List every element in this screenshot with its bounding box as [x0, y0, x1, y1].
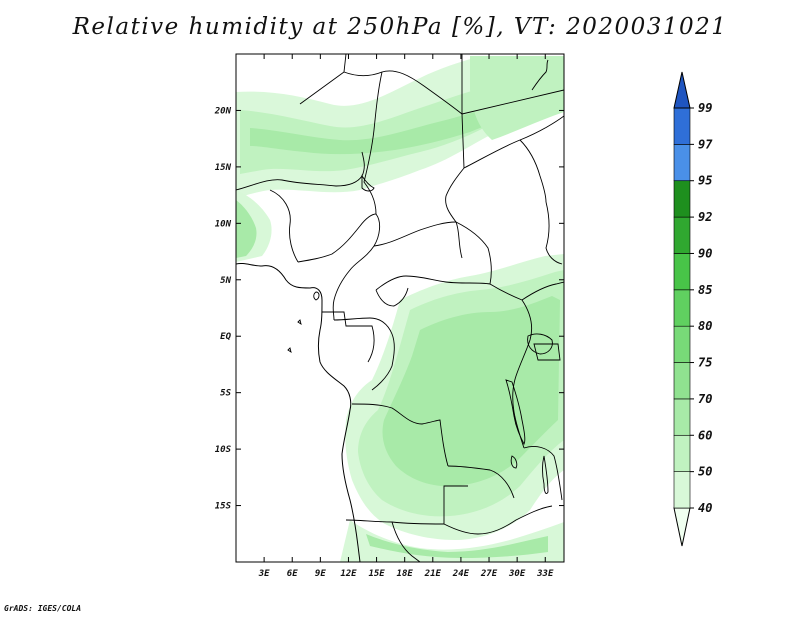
lake-chad	[361, 174, 375, 192]
colorbar-label: 85	[698, 283, 712, 297]
colorbar-label: 80	[698, 319, 712, 333]
colorbar-segment	[673, 289, 691, 327]
lat-tick-label: 10S	[215, 445, 232, 455]
lat-tick-label: 5S	[220, 389, 231, 399]
border-angola-east	[447, 465, 515, 499]
lon-tick-label: 24E	[452, 569, 470, 579]
lake-tanganyika	[505, 379, 526, 446]
longitude-axis: 3E 6E 9E 12E 15E 18E 21E 24E 27E 30E 33E	[258, 54, 554, 579]
island-bioko	[313, 291, 320, 301]
lake-mweru	[510, 455, 518, 469]
lon-tick-label: 12E	[340, 569, 357, 579]
border-drc-east	[489, 283, 533, 449]
border-east-4	[533, 343, 561, 361]
border-gabon	[322, 311, 375, 363]
coastline-west	[236, 262, 361, 562]
lon-tick-label: 15E	[368, 569, 385, 579]
colorbar-arrow-high	[673, 71, 691, 109]
lake-malawi	[542, 455, 549, 495]
border-congo-2	[375, 287, 409, 307]
colorbar-label: 70	[698, 392, 712, 406]
colorbar-label: 95	[698, 174, 712, 188]
lon-tick-label: 30E	[508, 569, 526, 579]
colorbar-segment	[673, 325, 691, 363]
island-annobon	[287, 347, 292, 354]
rh-shade-central-inner	[382, 296, 560, 487]
lon-tick-label: 3E	[258, 569, 270, 579]
border-east-1	[521, 281, 564, 301]
colorbar-segment	[673, 362, 691, 400]
border-egypt	[461, 89, 564, 115]
colorbar-label: 75	[698, 356, 712, 370]
lon-tick-label: 27E	[480, 569, 498, 579]
map-frame	[235, 53, 565, 563]
colorbar-arrow-low	[673, 507, 691, 547]
colorbar-label: 97	[698, 137, 713, 151]
lat-tick-label: 15S	[215, 502, 232, 512]
chart-title: Relative humidity at 250hPa [%], VT: 202…	[72, 14, 728, 40]
border-namibia	[391, 521, 421, 562]
lake-victoria	[527, 333, 553, 355]
colorbar-label: 50	[698, 465, 712, 479]
colorbar-label: 60	[698, 428, 712, 442]
colorbar-segment	[673, 180, 691, 218]
colorbar-segment	[673, 253, 691, 291]
rh-shade-west-strip	[236, 200, 257, 258]
border-car-south	[375, 275, 491, 291]
border-congo	[333, 317, 395, 391]
lon-tick-label: 18E	[397, 569, 414, 579]
border-nigeria-niger	[269, 189, 299, 263]
border-chad-west	[363, 71, 383, 215]
colorbar: 40 50 60 70 75 80 85 90 92 95 97 99	[673, 71, 713, 547]
border-zambia	[443, 505, 553, 535]
political-borders	[236, 54, 564, 562]
border-north-2	[299, 54, 347, 105]
rh-shade-ne	[470, 56, 564, 140]
lat-tick-label: 10N	[215, 219, 232, 229]
border-car	[373, 221, 492, 285]
latitude-axis: 20N 15N 10N 5N EQ 5S 10S 15S	[214, 106, 564, 512]
rh-shade-north-strip	[250, 98, 540, 155]
colorbar-label: 40	[698, 501, 712, 515]
border-cameroon	[332, 213, 381, 321]
border-chad-east	[445, 113, 465, 259]
border-north-1	[236, 151, 365, 191]
lat-tick-label: 5N	[220, 276, 231, 286]
lon-tick-label: 9E	[315, 569, 326, 579]
colorbar-segment	[673, 398, 691, 436]
colorbar-segment	[673, 107, 691, 145]
rh-shade-south-inner	[366, 534, 548, 558]
lat-tick-label: EQ	[220, 332, 231, 342]
colorbar-label: 92	[698, 210, 712, 224]
colorbar-segment	[673, 144, 691, 182]
border-east-2	[545, 201, 563, 265]
colorbar-segment	[673, 471, 691, 509]
lon-tick-label: 21E	[424, 569, 442, 579]
lat-tick-label: 15N	[215, 163, 232, 173]
river-nile	[531, 59, 549, 91]
colorbar-segment	[673, 216, 691, 254]
lon-tick-label: 6E	[287, 569, 298, 579]
border-east-5	[523, 445, 563, 501]
lat-tick-label: 20N	[214, 106, 232, 116]
border-nigeria	[297, 213, 377, 263]
lon-tick-label: 33E	[536, 569, 554, 579]
colorbar-segment	[673, 434, 691, 472]
grads-credit: GrADS: IGES/COLA	[4, 604, 82, 613]
island-saotome	[297, 319, 302, 326]
border-angola-north	[351, 403, 449, 467]
humidity-shading	[236, 56, 564, 562]
colorbar-label: 99	[698, 101, 712, 115]
border-north-3	[343, 54, 463, 115]
colorbar-label: 90	[698, 246, 712, 260]
border-east-3	[519, 139, 547, 203]
